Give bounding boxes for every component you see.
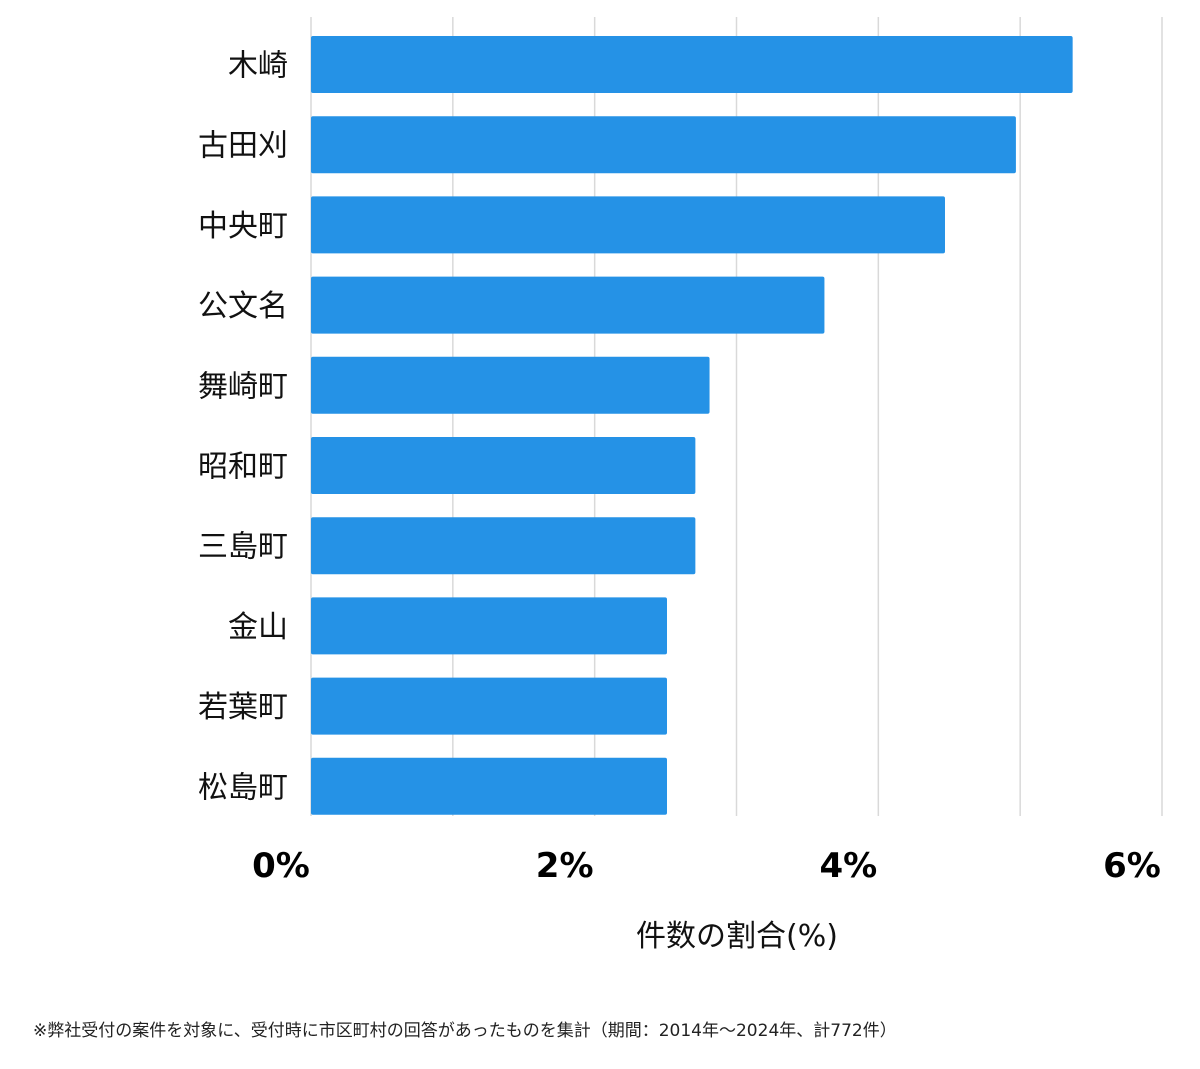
bar xyxy=(311,757,668,815)
x-tick-label: 0% xyxy=(252,846,310,886)
bar xyxy=(311,677,668,735)
footnote: ※弊社受付の案件を対象に、受付時に市区町村の回答があったものを集計（期間：201… xyxy=(33,1021,897,1041)
category-label: 昭和町 xyxy=(198,450,288,485)
bar xyxy=(311,437,696,494)
x-axis-title: 件数の割合(%) xyxy=(636,919,838,954)
category-label: 若葉町 xyxy=(198,690,288,725)
bars xyxy=(311,36,1073,815)
category-label: 舞崎町 xyxy=(198,369,288,404)
category-label: 古田刈 xyxy=(198,129,288,164)
x-tick-label: 6% xyxy=(1103,846,1161,886)
bar xyxy=(311,597,668,655)
category-label: 中央町 xyxy=(198,209,288,244)
bar xyxy=(311,116,1016,174)
bar xyxy=(311,276,825,334)
category-label: 三島町 xyxy=(198,530,288,565)
x-tick-labels: 0% 2% 4% 6% xyxy=(252,846,1161,886)
x-tick-label: 4% xyxy=(819,846,877,886)
category-label: 金山 xyxy=(228,610,288,645)
x-tick-label: 2% xyxy=(536,846,594,886)
bar xyxy=(311,517,696,575)
category-label: 木崎 xyxy=(228,49,288,84)
bar xyxy=(311,356,710,414)
bar xyxy=(311,196,945,254)
category-label: 公文名 xyxy=(198,289,288,324)
bar xyxy=(311,36,1073,93)
category-label: 松島町 xyxy=(198,770,288,805)
